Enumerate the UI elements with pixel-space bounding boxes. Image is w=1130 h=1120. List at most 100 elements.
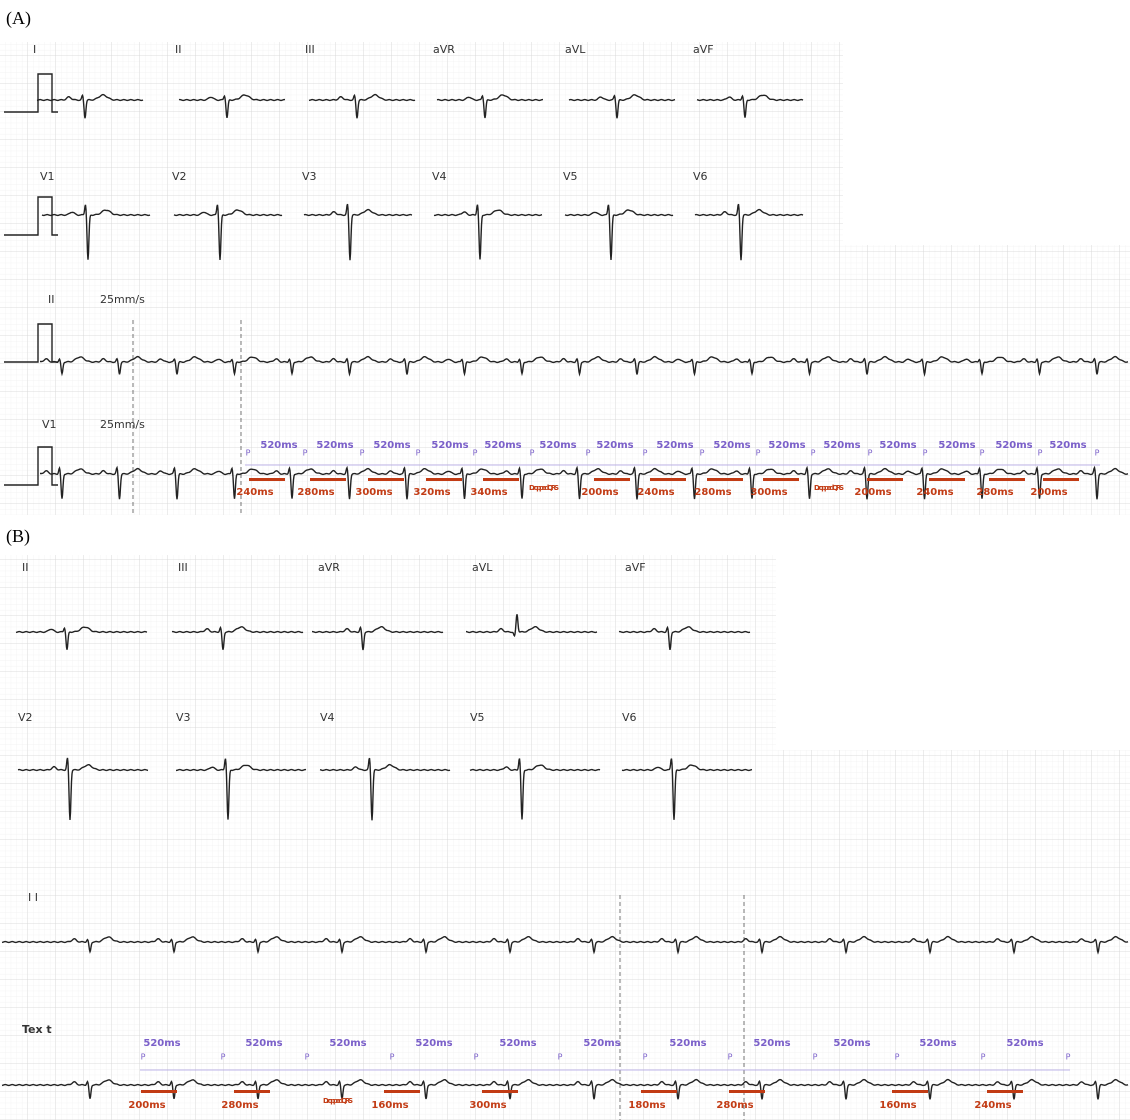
lead-label: aVR: [318, 561, 340, 574]
interval-label: 520ms: [823, 440, 860, 451]
figure: (A) (B) IIIIIIaVRaVLaVFV1V2V3V4V5V6II25m…: [0, 0, 1130, 1120]
pr-bar: [249, 478, 285, 481]
interval-label: 520ms: [583, 1038, 620, 1049]
p-label: P: [1095, 449, 1100, 458]
lead-label: Tex t: [22, 1023, 52, 1036]
interval-label: 520ms: [415, 1038, 452, 1049]
pr-bar: [763, 478, 799, 481]
interval-label: 520ms: [596, 440, 633, 451]
pr-label: 280ms: [716, 1100, 753, 1111]
p-label: P: [303, 449, 308, 458]
p-label: P: [923, 449, 928, 458]
pr-label: 280ms: [297, 487, 334, 498]
lead-label: V3: [302, 170, 317, 183]
lead-label: aVF: [693, 43, 714, 56]
interval-label: 520ms: [1006, 1038, 1043, 1049]
interval-label: 520ms: [329, 1038, 366, 1049]
pr-label: 320ms: [413, 487, 450, 498]
pr-bar: [987, 1090, 1023, 1093]
p-label: P: [895, 1053, 900, 1062]
p-label: P: [813, 1053, 818, 1062]
pr-label: 280ms: [221, 1100, 258, 1111]
pr-label: 280ms: [976, 487, 1013, 498]
pr-bar: [989, 478, 1025, 481]
pr-label: 240ms: [236, 487, 273, 498]
p-label: P: [473, 449, 478, 458]
pr-label: 160ms: [879, 1100, 916, 1111]
interval-label: 520ms: [143, 1038, 180, 1049]
lead-label: V2: [18, 711, 33, 724]
pr-bar: [707, 478, 743, 481]
pr-bar: [1043, 478, 1079, 481]
pr-label: 300ms: [469, 1100, 506, 1111]
pr-label: 160ms: [371, 1100, 408, 1111]
interval-label: 520ms: [995, 440, 1032, 451]
lead-label: aVL: [565, 43, 586, 56]
p-label: P: [643, 449, 648, 458]
lead-label: I: [33, 43, 36, 56]
pr-bar: [141, 1090, 177, 1093]
p-label: P: [221, 1053, 226, 1062]
lead-label: V5: [563, 170, 578, 183]
interval-label: 520ms: [245, 1038, 282, 1049]
pr-bar: [384, 1090, 420, 1093]
pr-label: 200ms: [581, 487, 618, 498]
p-label: P: [586, 449, 591, 458]
p-label: P: [1038, 449, 1043, 458]
pr-label: 180ms: [628, 1100, 665, 1111]
pr-bar: [892, 1090, 928, 1093]
interval-label: 520ms: [499, 1038, 536, 1049]
p-label: P: [558, 1053, 563, 1062]
lead-label: III: [178, 561, 188, 574]
interval-label: 520ms: [919, 1038, 956, 1049]
pr-bar: [368, 478, 404, 481]
lead-label: aVL: [472, 561, 493, 574]
lead-label: V1: [40, 170, 55, 183]
panel-label: (A): [6, 8, 31, 29]
p-label: P: [474, 1053, 479, 1062]
pr-label: 280ms: [694, 487, 731, 498]
pr-label: 300ms: [355, 487, 392, 498]
interval-label: 520ms: [431, 440, 468, 451]
pr-bar: [594, 478, 630, 481]
speed-label: 25mm/s: [100, 418, 145, 431]
lead-label: V3: [176, 711, 191, 724]
pr-label: 340ms: [470, 487, 507, 498]
pr-bar: [483, 478, 519, 481]
interval-label: 520ms: [316, 440, 353, 451]
lead-label: II: [22, 561, 29, 574]
pr-bar: [650, 478, 686, 481]
lead-label: V1: [42, 418, 57, 431]
interval-label: 520ms: [484, 440, 521, 451]
p-label: P: [1066, 1053, 1071, 1062]
p-label: P: [868, 449, 873, 458]
pr-bar: [310, 478, 346, 481]
pr-label: Dropped QRS: [814, 484, 844, 492]
pr-label: 240ms: [916, 487, 953, 498]
lead-label: II: [48, 293, 55, 306]
lead-label: V6: [693, 170, 708, 183]
interval-label: 520ms: [879, 440, 916, 451]
lead-label: V2: [172, 170, 187, 183]
lead-label: aVF: [625, 561, 646, 574]
pr-bar: [867, 478, 903, 481]
interval-label: 520ms: [768, 440, 805, 451]
p-label: P: [390, 1053, 395, 1062]
lead-label: V6: [622, 711, 637, 724]
interval-label: 520ms: [1049, 440, 1086, 451]
lead-label: I I: [28, 891, 38, 904]
interval-label: 520ms: [373, 440, 410, 451]
lead-label: III: [305, 43, 315, 56]
interval-label: 520ms: [938, 440, 975, 451]
pr-label: Dropped QRS: [323, 1097, 353, 1105]
pr-bar: [641, 1090, 677, 1093]
panel-label: (B): [6, 526, 30, 547]
lead-label: V4: [320, 711, 335, 724]
lead-label: V5: [470, 711, 485, 724]
p-label: P: [643, 1053, 648, 1062]
interval-label: 520ms: [539, 440, 576, 451]
p-label: P: [700, 449, 705, 458]
p-label: P: [416, 449, 421, 458]
blank-a: [843, 42, 1130, 245]
pr-label: 200ms: [128, 1100, 165, 1111]
